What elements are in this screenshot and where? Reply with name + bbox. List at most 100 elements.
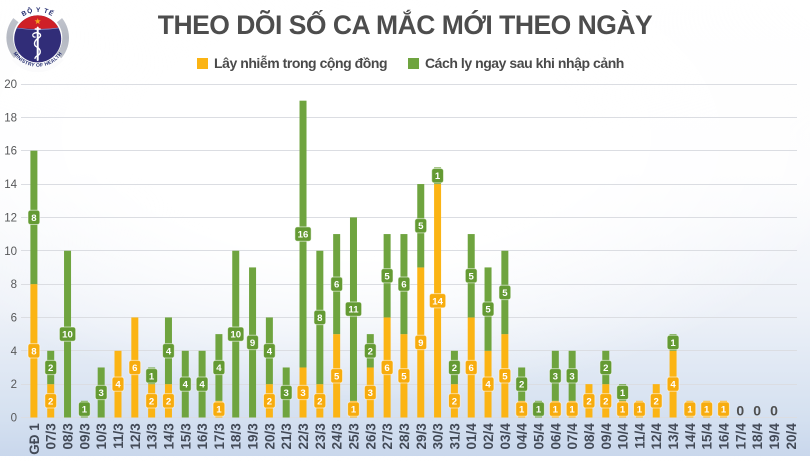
svg-text:5: 5: [334, 371, 340, 382]
svg-text:1: 1: [435, 171, 441, 182]
svg-text:16: 16: [4, 146, 17, 158]
svg-text:1: 1: [637, 405, 643, 416]
svg-text:1: 1: [519, 405, 525, 416]
svg-text:2: 2: [603, 396, 608, 407]
svg-text:11/4: 11/4: [632, 423, 647, 449]
svg-text:10/3: 10/3: [94, 423, 109, 450]
svg-text:3: 3: [553, 371, 558, 382]
svg-text:4: 4: [216, 363, 222, 374]
svg-text:10: 10: [230, 330, 241, 341]
svg-text:3: 3: [300, 388, 305, 399]
svg-text:BỘ Y TẾ: BỘ Y TẾ: [21, 5, 57, 18]
svg-text:12/3: 12/3: [128, 423, 143, 450]
svg-text:2: 2: [654, 396, 659, 407]
svg-text:4: 4: [166, 346, 172, 357]
svg-text:27/3: 27/3: [380, 423, 395, 450]
svg-text:22/3: 22/3: [296, 423, 311, 450]
svg-text:2: 2: [48, 396, 53, 407]
svg-text:04/4: 04/4: [515, 423, 530, 450]
svg-text:16/4: 16/4: [717, 423, 732, 450]
svg-text:15/4: 15/4: [700, 423, 715, 450]
svg-text:0: 0: [770, 403, 778, 419]
svg-text:19/4: 19/4: [767, 423, 782, 450]
svg-text:18: 18: [4, 112, 17, 124]
svg-text:1: 1: [82, 405, 88, 416]
svg-text:4: 4: [485, 380, 491, 391]
svg-text:11/3: 11/3: [111, 423, 126, 449]
svg-text:29/3: 29/3: [414, 423, 429, 450]
svg-text:02/4: 02/4: [481, 423, 496, 450]
svg-text:4: 4: [11, 346, 18, 358]
svg-text:1: 1: [351, 405, 357, 416]
svg-text:2: 2: [603, 363, 608, 374]
svg-text:8: 8: [31, 346, 37, 357]
svg-text:4: 4: [670, 380, 676, 391]
svg-text:1: 1: [569, 405, 575, 416]
svg-text:17/4: 17/4: [733, 423, 748, 450]
svg-text:03/4: 03/4: [498, 423, 513, 450]
svg-text:11: 11: [348, 305, 359, 316]
svg-text:2: 2: [149, 396, 154, 407]
svg-text:3: 3: [99, 388, 104, 399]
svg-text:15/3: 15/3: [178, 423, 193, 450]
svg-text:4: 4: [267, 346, 273, 357]
svg-text:1: 1: [536, 405, 542, 416]
svg-text:1: 1: [216, 405, 222, 416]
svg-text:8: 8: [317, 313, 323, 324]
svg-text:28/3: 28/3: [397, 423, 412, 450]
svg-text:6: 6: [401, 280, 406, 291]
svg-text:09/3: 09/3: [77, 423, 92, 450]
svg-text:2: 2: [166, 396, 171, 407]
svg-text:30/3: 30/3: [431, 423, 446, 450]
svg-text:4: 4: [183, 380, 189, 391]
svg-text:1: 1: [687, 405, 693, 416]
svg-text:0: 0: [11, 413, 17, 425]
svg-text:9: 9: [418, 338, 423, 349]
svg-text:4: 4: [199, 380, 205, 391]
svg-text:08/3: 08/3: [61, 423, 76, 450]
svg-text:5: 5: [418, 221, 424, 232]
svg-text:2: 2: [317, 396, 322, 407]
svg-text:6: 6: [384, 363, 389, 374]
svg-text:3: 3: [569, 371, 574, 382]
svg-text:1: 1: [721, 405, 727, 416]
svg-text:1: 1: [704, 405, 710, 416]
svg-text:12/4: 12/4: [649, 423, 664, 450]
svg-text:14/4: 14/4: [683, 423, 698, 450]
svg-text:5: 5: [502, 371, 508, 382]
svg-text:25/3: 25/3: [347, 423, 362, 450]
svg-text:5: 5: [401, 371, 407, 382]
svg-text:0: 0: [736, 403, 744, 419]
svg-text:2: 2: [452, 396, 457, 407]
svg-text:20: 20: [4, 79, 17, 91]
svg-text:31/3: 31/3: [447, 423, 462, 450]
svg-text:6: 6: [11, 312, 17, 324]
svg-text:5: 5: [469, 271, 475, 282]
svg-text:8: 8: [11, 279, 17, 291]
svg-text:10: 10: [62, 330, 73, 341]
svg-text:2: 2: [519, 380, 524, 391]
svg-text:18/3: 18/3: [229, 423, 244, 450]
svg-text:21/3: 21/3: [279, 423, 294, 450]
svg-text:8: 8: [31, 213, 37, 224]
svg-text:10: 10: [4, 246, 17, 258]
svg-text:5: 5: [502, 288, 508, 299]
svg-text:24/3: 24/3: [330, 423, 345, 450]
svg-text:13/3: 13/3: [145, 423, 160, 450]
svg-text:09/4: 09/4: [599, 423, 614, 450]
svg-text:1: 1: [670, 338, 676, 349]
svg-text:14: 14: [4, 179, 17, 191]
svg-text:6: 6: [334, 280, 339, 291]
svg-text:23/3: 23/3: [313, 423, 328, 450]
svg-text:1: 1: [149, 371, 155, 382]
svg-text:16/3: 16/3: [195, 423, 210, 450]
svg-text:12: 12: [4, 212, 17, 224]
svg-text:2: 2: [452, 363, 457, 374]
svg-text:14: 14: [432, 296, 443, 307]
svg-text:2: 2: [368, 346, 373, 357]
svg-text:01/4: 01/4: [464, 423, 479, 450]
svg-text:2: 2: [48, 363, 53, 374]
svg-text:0: 0: [753, 403, 761, 419]
svg-text:2: 2: [11, 379, 17, 391]
svg-text:17/3: 17/3: [212, 423, 227, 450]
